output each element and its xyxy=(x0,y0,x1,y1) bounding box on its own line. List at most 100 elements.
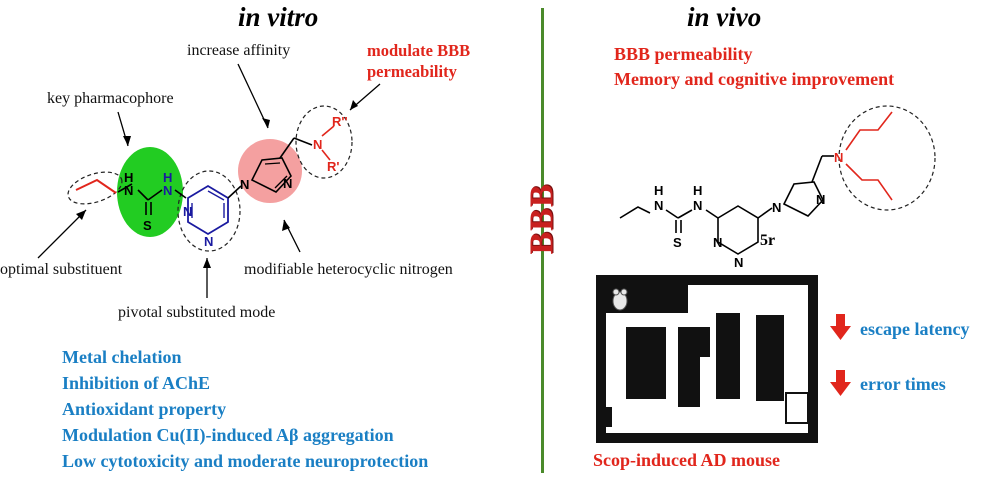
bond xyxy=(321,125,335,137)
arrowhead xyxy=(203,258,211,268)
amine-dashed-circle xyxy=(838,105,936,211)
atom-label-n2: N xyxy=(163,183,172,198)
property-item: Inhibition of AChE xyxy=(62,372,211,393)
imidazole-highlight xyxy=(238,139,302,203)
arrowhead xyxy=(350,100,358,110)
propyl-chain-lower xyxy=(845,163,893,201)
left-molecule-diagram: H N H N S N N N N N R'' R' xyxy=(37,63,381,298)
divider-line xyxy=(541,8,544,473)
down-arrow-head xyxy=(830,382,851,396)
bond xyxy=(293,137,313,146)
bond xyxy=(274,175,288,189)
atom-label-n1: N xyxy=(124,183,133,198)
bond xyxy=(757,207,773,219)
bond xyxy=(117,183,133,193)
result-error-times: error times xyxy=(860,374,946,394)
bond xyxy=(137,189,149,201)
pyrimidine-dashed-ellipse xyxy=(177,170,241,252)
ethyl-bond xyxy=(619,206,651,219)
annotation-increase-affinity: increase affinity xyxy=(187,42,291,59)
effect-item: BBB permeability xyxy=(614,44,753,64)
atom-label-n1: N xyxy=(654,198,663,213)
atom-label-r1: R' xyxy=(327,159,339,174)
model-label: Scop-induced AD mouse xyxy=(593,450,781,470)
bond xyxy=(705,209,719,219)
annotation-modulate-bbb-line2: permeability xyxy=(367,62,457,82)
propyl-chain-upper xyxy=(845,111,893,151)
atom-label-n-amine: N xyxy=(313,137,322,152)
atom-label-n-ring2: N xyxy=(734,255,743,270)
atom-label-s: S xyxy=(673,235,682,250)
atom-label-s: S xyxy=(143,218,152,233)
bond xyxy=(207,190,225,201)
atom-label-h1: H xyxy=(124,170,133,185)
bond xyxy=(264,162,281,165)
bond xyxy=(227,185,242,199)
substituent-dashed-ellipse xyxy=(67,171,123,205)
atom-label-n-im1: N xyxy=(772,200,781,215)
annotation-pivotal-mode: pivotal substituted mode xyxy=(118,304,276,321)
property-item: Modulation Cu(II)-induced Aβ aggregation xyxy=(62,424,394,445)
imidazole-ring xyxy=(250,157,292,193)
maze-wall xyxy=(716,313,740,399)
pyrimidine-ring xyxy=(717,205,759,255)
in-vivo-title: in vivo xyxy=(687,2,762,32)
maze-wall xyxy=(678,327,700,407)
arrowhead xyxy=(262,118,270,128)
atom-label-n2: N xyxy=(693,198,702,213)
atom-label-n-ring1: N xyxy=(183,204,192,219)
bond xyxy=(665,209,679,219)
atom-label-h2: H xyxy=(693,183,702,198)
maze-wall xyxy=(756,315,784,401)
maze-image xyxy=(596,275,818,443)
maze-wall xyxy=(606,407,612,427)
bond xyxy=(174,189,187,199)
down-arrow-shaft xyxy=(836,370,845,384)
compound-label: 5r xyxy=(760,232,776,249)
bond xyxy=(677,209,693,219)
pharmacophore-highlight xyxy=(117,147,183,237)
atom-label-n-ring1: N xyxy=(713,235,722,250)
property-item: Low cytotoxicity and moderate neuroprote… xyxy=(62,450,429,471)
atom-label-n-ring2: N xyxy=(204,234,213,249)
down-arrow-head xyxy=(830,326,851,340)
maze-wall xyxy=(700,327,710,357)
atom-label-n-amine: N xyxy=(834,150,843,165)
arrow-optimal-substituent xyxy=(37,209,87,259)
property-item: Antioxidant property xyxy=(62,398,227,419)
imidazole-ring xyxy=(782,181,824,217)
properties-list: Metal chelation Inhibition of AChE Antio… xyxy=(62,345,428,475)
bond xyxy=(147,189,163,201)
result-arrows xyxy=(830,314,851,396)
bond xyxy=(811,155,823,183)
atom-label-r2: R'' xyxy=(332,114,348,129)
annotation-modulate-bbb: modulate BBB permeability xyxy=(367,40,470,83)
in-vitro-title: in vitro xyxy=(238,2,319,32)
atom-label-h2: H xyxy=(163,170,172,185)
ethyl-bond xyxy=(75,178,117,194)
down-arrow-shaft xyxy=(836,314,845,328)
maze-wall xyxy=(626,327,666,399)
arrowhead xyxy=(282,220,290,231)
annotation-modifiable-nitrogen: modifiable heterocyclic nitrogen xyxy=(244,261,453,278)
maze-escape-box xyxy=(785,392,809,424)
mouse-icon xyxy=(612,288,628,311)
atom-label-n-im2: N xyxy=(283,176,292,191)
property-item: Metal chelation xyxy=(62,347,182,367)
compound-5r-structure: H N H N S N N N N N xyxy=(619,105,936,270)
amine-dashed-ellipse xyxy=(295,105,353,179)
bond xyxy=(321,149,331,161)
effect-item: Memory and cognitive improvement xyxy=(614,69,895,90)
result-escape-latency: escape latency xyxy=(860,319,970,339)
arrowhead xyxy=(76,210,86,220)
annotation-modulate-bbb-line1: modulate BBB xyxy=(367,41,471,60)
atom-label-h1: H xyxy=(654,183,663,198)
bond xyxy=(279,137,295,159)
annotation-optimal-substituent: optimal substituent xyxy=(0,261,123,278)
annotation-key-pharmacophore: key pharmacophore xyxy=(47,90,174,107)
in-vivo-effects: BBB permeability Memory and cognitive im… xyxy=(614,42,894,92)
pyrimidine-ring xyxy=(187,184,229,236)
atom-label-n-im1: N xyxy=(240,177,249,192)
arrow-increase-affinity xyxy=(237,63,269,129)
arrowhead xyxy=(123,136,131,146)
